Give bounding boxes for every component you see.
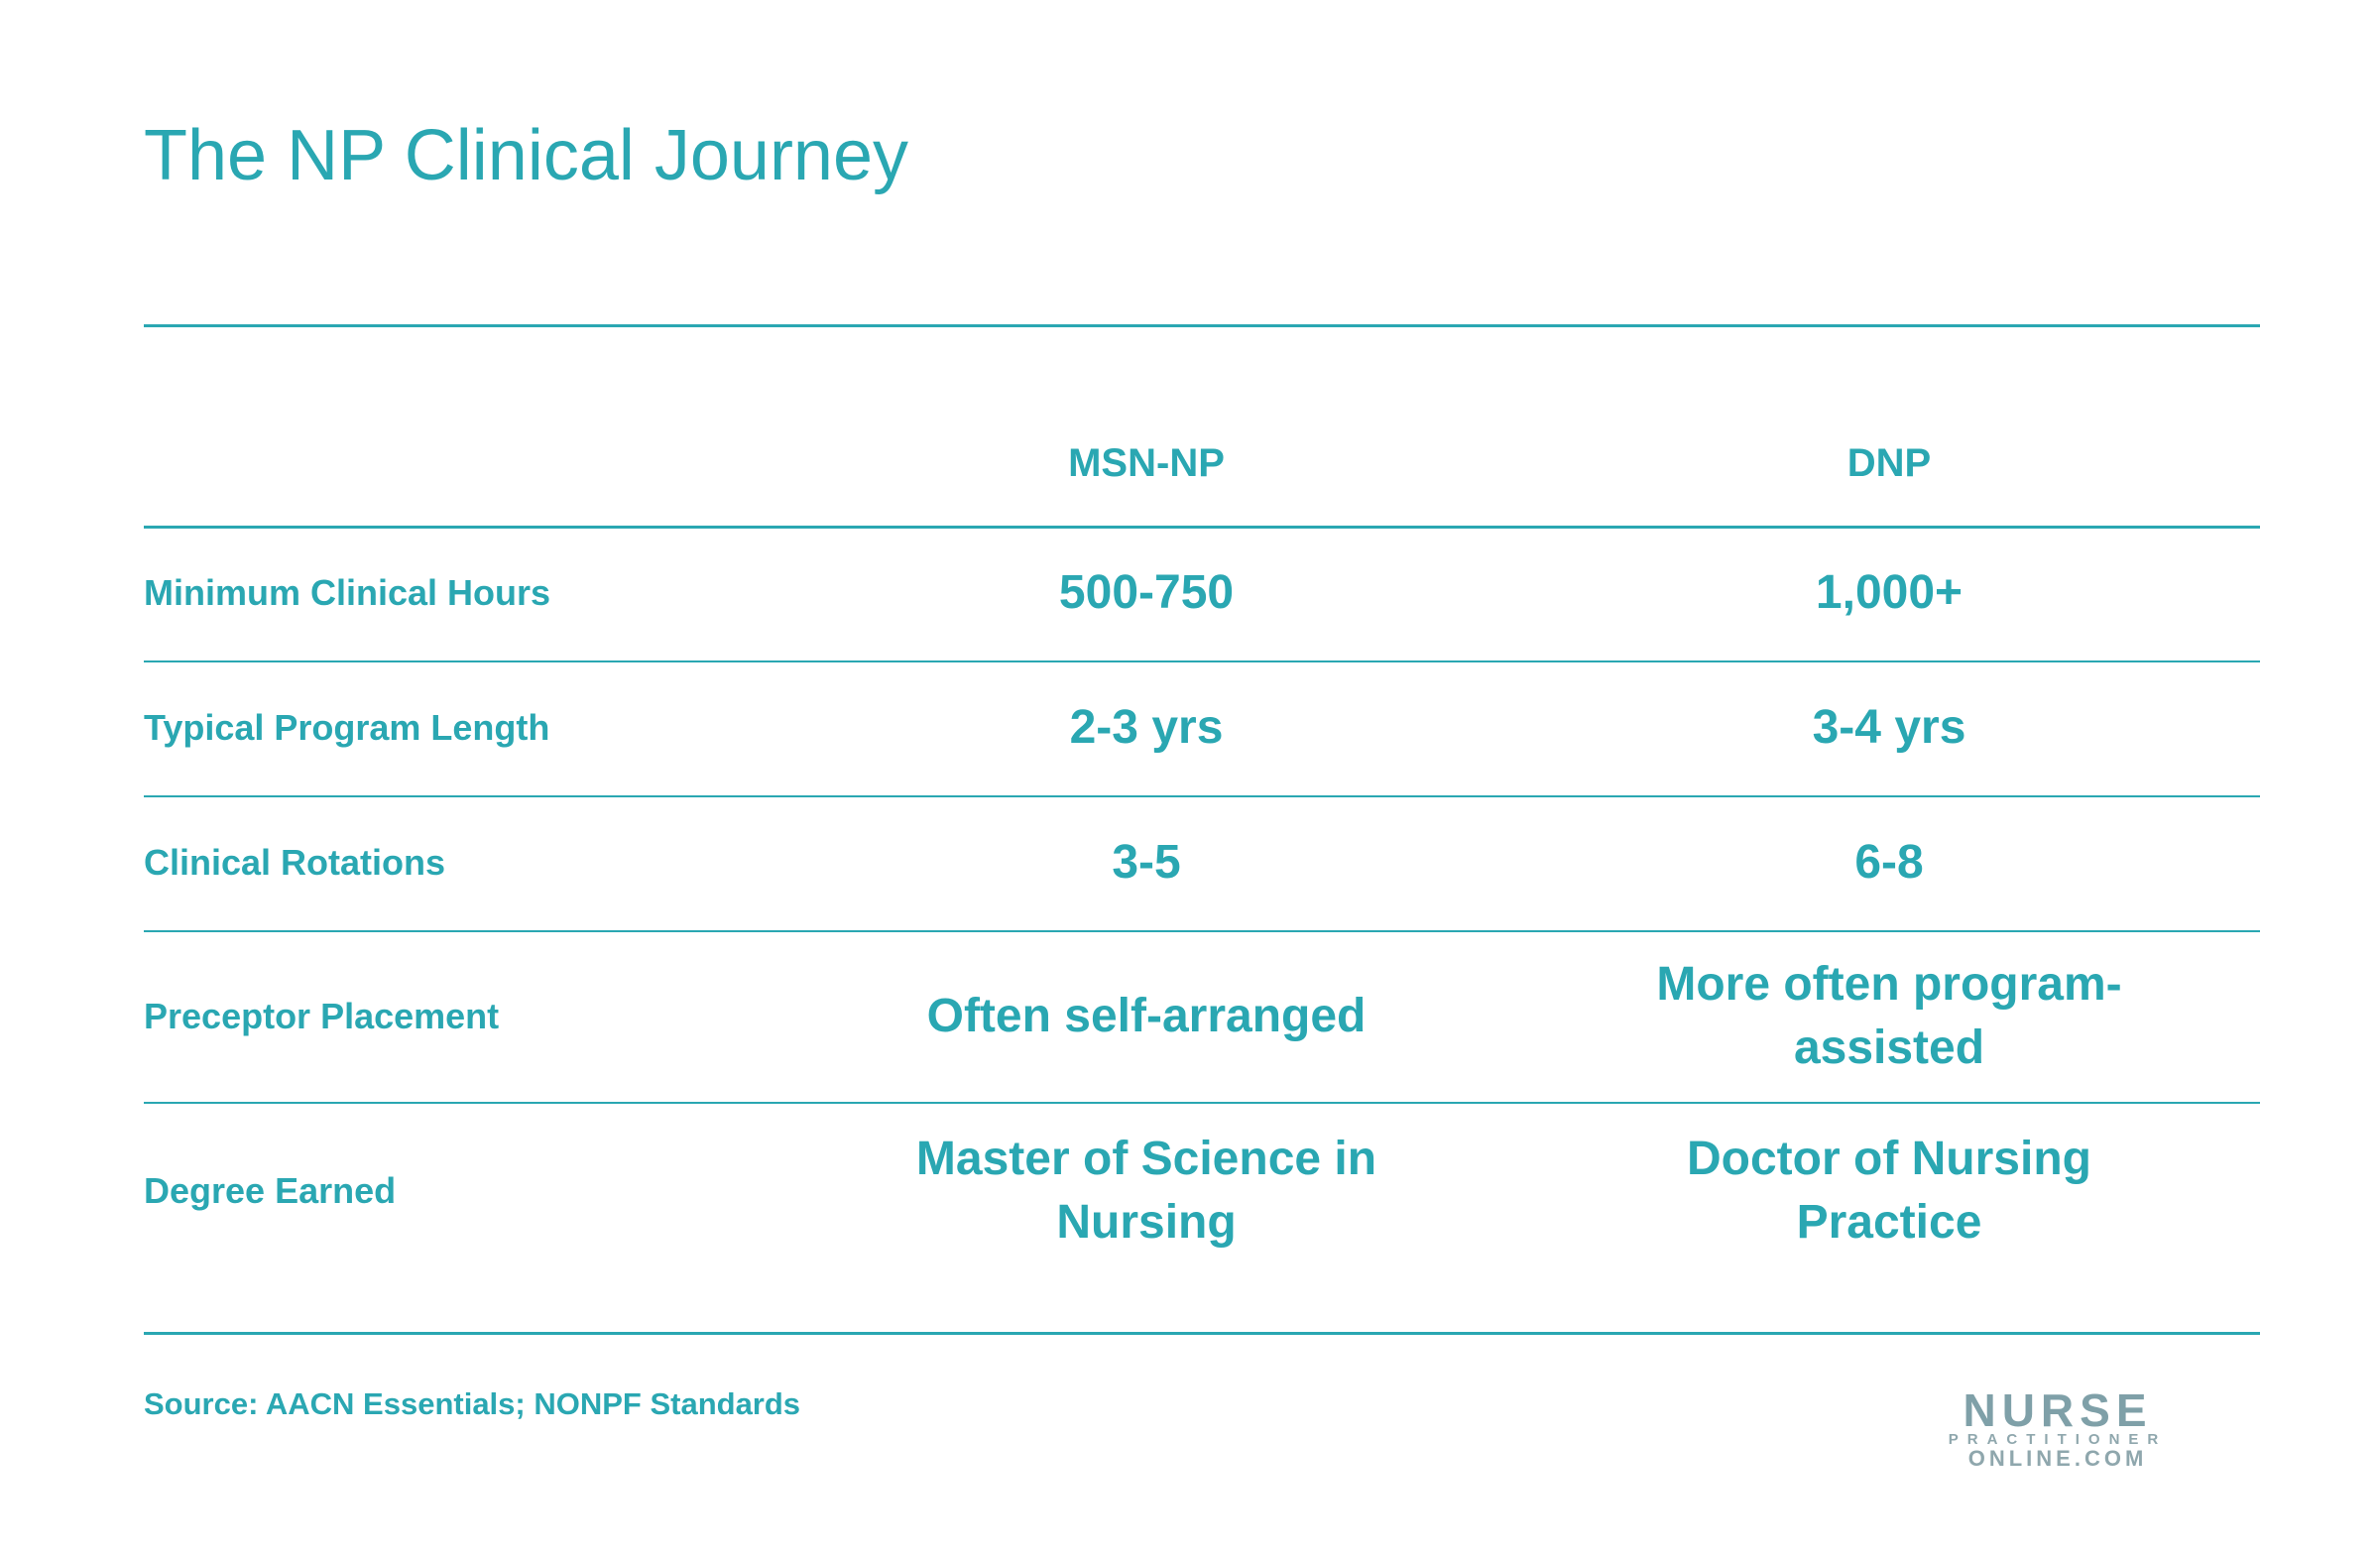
table-cell: 3-5 bbox=[1112, 836, 1181, 889]
rule bbox=[144, 795, 2260, 797]
table-row: Preceptor Placement Often self-arranged Mo… bbox=[144, 930, 2260, 1102]
row-label: Minimum Clinical Hours bbox=[144, 572, 551, 613]
header-row: MSN-NP DNP bbox=[144, 397, 2260, 530]
table-cell: 6-8 bbox=[1854, 836, 1924, 889]
table-cell: Often self-arranged bbox=[926, 989, 1367, 1042]
column-header: MSN-NP bbox=[1068, 441, 1225, 485]
rule bbox=[144, 1332, 2260, 1335]
rule bbox=[144, 1102, 2260, 1104]
logo-text: ONLINE.COM bbox=[1967, 1446, 2148, 1471]
logo-text: PRACTITIONER bbox=[1948, 1431, 2168, 1448]
row-label: Preceptor Placement bbox=[144, 995, 500, 1036]
table-cell: 1,000+ bbox=[1815, 566, 1964, 619]
rule bbox=[144, 660, 2260, 662]
rule bbox=[144, 324, 2260, 327]
row-label: Clinical Rotations bbox=[144, 842, 446, 883]
table-cell: 500-750 bbox=[1058, 566, 1235, 619]
table-cell: More often program-assisted bbox=[1656, 957, 2122, 1074]
table-cell: Doctor of Nursing Practice bbox=[1687, 1132, 2091, 1249]
page-title: The NP Clinical Journey bbox=[144, 116, 909, 195]
source-note: Source: AACN Essentials; NONPF Standards bbox=[144, 1386, 801, 1421]
logo-text: NURSE bbox=[1963, 1384, 2153, 1436]
row-label: Degree Earned bbox=[144, 1169, 397, 1211]
table-cell: 3-4 yrs bbox=[1812, 701, 1966, 754]
table-row: Clinical Rotations 3-5 6-8 bbox=[144, 795, 2260, 930]
table-row: Degree Earned Master of Science in Nursin… bbox=[144, 1102, 2260, 1279]
rule bbox=[144, 930, 2260, 932]
logo: NURSE PRACTITIONER ONLINE.COM bbox=[1909, 1384, 2206, 1471]
table-cell: Master of Science in Nursing bbox=[915, 1132, 1377, 1249]
column-header: DNP bbox=[1846, 441, 1932, 485]
rule bbox=[144, 526, 2260, 529]
row-label: Typical Program Length bbox=[144, 707, 550, 748]
table-row: Minimum Clinical Hours 500-750 1,000+ bbox=[144, 526, 2260, 660]
table-cell: 2-3 yrs bbox=[1069, 701, 1224, 754]
table-row: Typical Program Length 2-3 yrs 3-4 yrs bbox=[144, 660, 2260, 795]
